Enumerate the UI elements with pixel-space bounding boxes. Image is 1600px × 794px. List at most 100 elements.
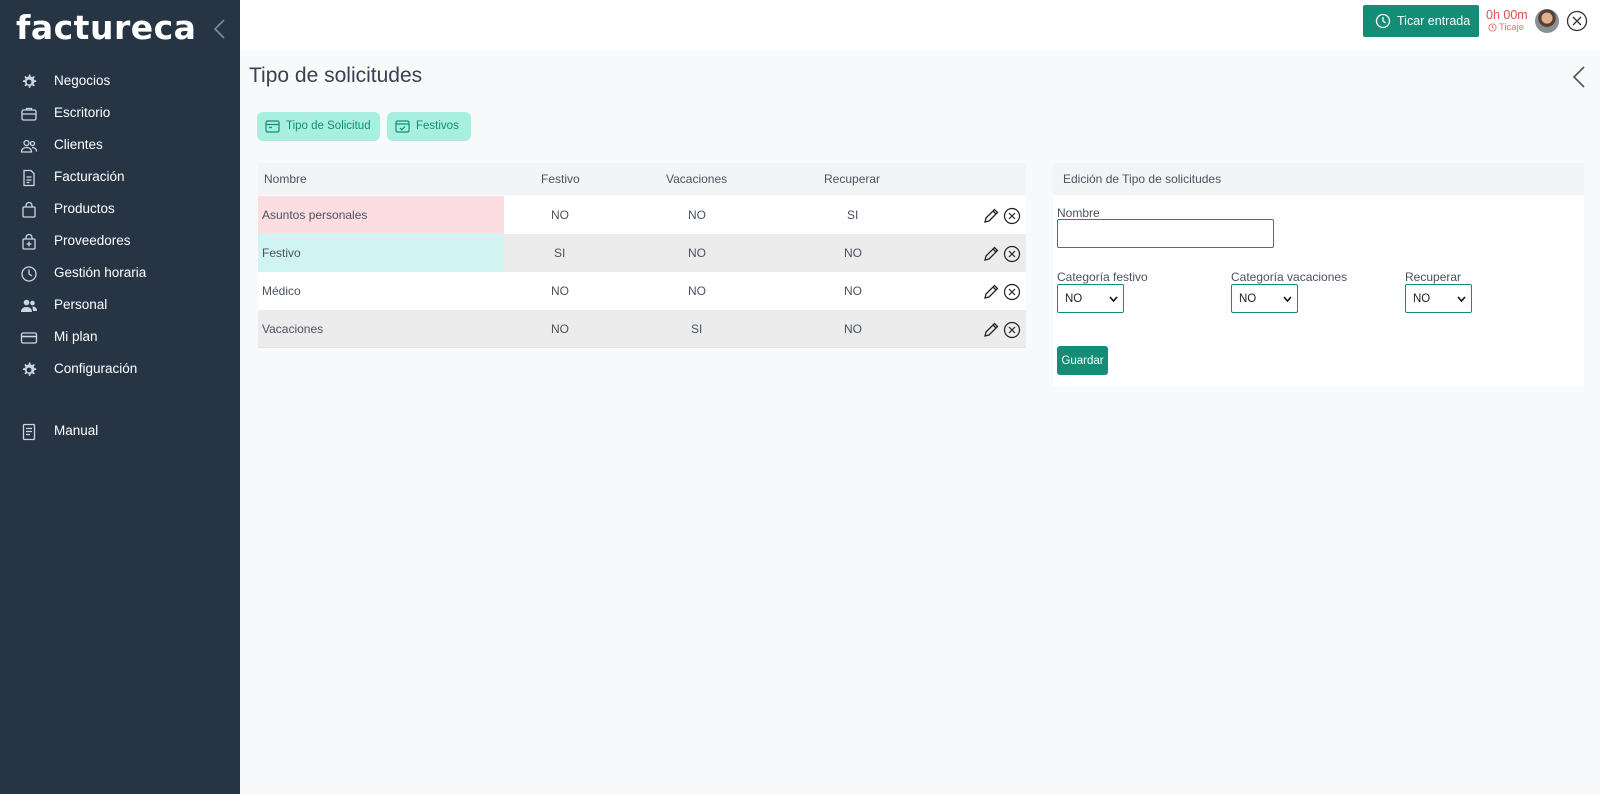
sidebar-item-manual[interactable]: Manual <box>0 416 240 448</box>
sidebar-item-gestion-horaria[interactable]: Gestión horaria <box>0 258 240 290</box>
sidebar-item-label: Facturación <box>54 169 125 184</box>
sidebar-item-escritorio[interactable]: Escritorio <box>0 98 240 130</box>
chevron-down-icon <box>1283 296 1292 303</box>
calendar-icon <box>265 120 280 133</box>
cell-festivo: NO <box>551 208 569 222</box>
sidebar-item-productos[interactable]: Productos <box>0 194 240 226</box>
delete-circle-icon[interactable] <box>1003 283 1021 301</box>
app-logo[interactable]: factureca <box>16 8 197 47</box>
timer-sub: Ticaje <box>1488 22 1524 33</box>
clock-icon <box>21 266 37 282</box>
tab-label: Tipo de Solicitud <box>286 120 371 132</box>
gear-icon <box>22 74 37 88</box>
guardar-button[interactable]: Guardar <box>1057 346 1108 375</box>
timer-sub-label: Ticaje <box>1499 22 1524 33</box>
document-icon <box>22 423 36 441</box>
recuperar-select[interactable]: NO <box>1405 284 1472 313</box>
recuperar-label: Recuperar <box>1405 270 1462 284</box>
sidebar: factureca Negocios Escritorio Clientes F… <box>0 0 240 794</box>
column-header-festivo[interactable]: Festivo <box>541 172 580 186</box>
page-title: Tipo de solicitudes <box>249 64 423 87</box>
cell-recuperar: NO <box>844 322 862 336</box>
cell-recuperar: SI <box>847 208 859 222</box>
delete-circle-icon[interactable] <box>1003 321 1021 339</box>
edit-pencil-icon[interactable] <box>982 321 1000 339</box>
delete-circle-icon[interactable] <box>1003 207 1021 225</box>
sidebar-item-mi-plan[interactable]: Mi plan <box>0 322 240 354</box>
cell-vacaciones: NO <box>688 284 706 298</box>
calendar-check-icon <box>395 120 410 133</box>
cell-vacaciones: NO <box>688 208 706 222</box>
edit-pencil-icon[interactable] <box>982 207 1000 225</box>
settings-gear-icon <box>22 362 37 376</box>
user-avatar[interactable] <box>1535 9 1559 33</box>
categoria-festivo-label: Categoría festivo <box>1057 270 1148 284</box>
nombre-input[interactable] <box>1057 219 1274 248</box>
row-color <box>258 234 504 272</box>
table-row[interactable]: Festivo SI NO NO <box>258 234 1026 272</box>
tab-festivos[interactable]: Festivos <box>387 112 471 141</box>
edit-panel-header: Edición de Tipo de solicitudes <box>1053 163 1584 195</box>
sidebar-item-label: Proveedores <box>54 233 131 248</box>
cell-vacaciones: SI <box>691 322 703 336</box>
row-color <box>258 196 504 234</box>
categoria-vacaciones-label: Categoría vacaciones <box>1231 270 1348 284</box>
invoice-icon <box>23 169 35 187</box>
column-header-nombre[interactable]: Nombre <box>264 172 307 186</box>
edit-pencil-icon[interactable] <box>982 245 1000 263</box>
close-circle-icon[interactable] <box>1566 10 1588 32</box>
sidebar-item-label: Manual <box>54 423 99 438</box>
clock-icon <box>1375 13 1391 29</box>
sidebar-item-facturacion[interactable]: Facturación <box>0 162 240 194</box>
shopping-bag-icon <box>22 201 36 218</box>
cell-nombre: Festivo <box>262 246 301 260</box>
sidebar-item-label: Gestión horaria <box>54 265 147 280</box>
sidebar-item-label: Configuración <box>54 361 138 376</box>
ticar-entrada-button[interactable]: Ticar entrada <box>1363 5 1479 37</box>
cell-festivo: SI <box>554 246 566 260</box>
edit-panel: Edición de Tipo de solicitudes Nombre Ca… <box>1053 163 1584 386</box>
sidebar-item-label: Negocios <box>54 73 111 88</box>
table-row[interactable]: Vacaciones NO SI NO <box>258 310 1026 348</box>
sidebar-item-proveedores[interactable]: Proveedores <box>0 226 240 258</box>
back-chevron-icon[interactable] <box>1570 64 1588 90</box>
people-icon <box>21 299 37 312</box>
sidebar-item-label: Mi plan <box>54 329 98 344</box>
edit-panel-title: Edición de Tipo de solicitudes <box>1063 172 1222 186</box>
sidebar-item-label: Productos <box>54 201 115 216</box>
table-row[interactable]: Médico NO NO NO <box>258 272 1026 310</box>
briefcase-icon <box>21 107 37 121</box>
categoria-vacaciones-select[interactable]: NO <box>1231 284 1298 313</box>
supplier-bag-icon <box>22 233 36 250</box>
table-row[interactable]: Asuntos personales NO NO SI <box>258 196 1026 234</box>
credit-card-icon <box>20 332 38 344</box>
column-header-recuperar[interactable]: Recuperar <box>824 172 881 186</box>
select-value: NO <box>1239 293 1257 305</box>
sidebar-item-label: Clientes <box>54 137 103 152</box>
sidebar-item-configuracion[interactable]: Configuración <box>0 354 240 386</box>
chevron-down-icon <box>1109 296 1118 303</box>
cell-festivo: NO <box>551 284 569 298</box>
edit-pencil-icon[interactable] <box>982 283 1000 301</box>
sidebar-item-label: Escritorio <box>54 105 111 120</box>
cell-nombre: Médico <box>262 284 301 298</box>
cell-recuperar: NO <box>844 246 862 260</box>
cell-festivo: NO <box>551 322 569 336</box>
ticar-entrada-label: Ticar entrada <box>1397 14 1471 28</box>
sidebar-item-personal[interactable]: Personal <box>0 290 240 322</box>
select-value: NO <box>1413 293 1431 305</box>
cell-recuperar: NO <box>844 284 862 298</box>
delete-circle-icon[interactable] <box>1003 245 1021 263</box>
collapse-sidebar-icon[interactable] <box>210 18 230 40</box>
column-header-vacaciones[interactable]: Vacaciones <box>666 172 728 186</box>
nombre-label: Nombre <box>1057 206 1100 220</box>
tab-tipo-de-solicitud[interactable]: Tipo de Solicitud <box>257 112 380 141</box>
tab-label: Festivos <box>416 120 459 132</box>
sidebar-item-clientes[interactable]: Clientes <box>0 130 240 162</box>
cell-nombre: Vacaciones <box>262 322 324 336</box>
categoria-festivo-select[interactable]: NO <box>1057 284 1124 313</box>
sidebar-item-negocios[interactable]: Negocios <box>0 66 240 98</box>
chevron-down-icon <box>1457 296 1466 303</box>
table-header: Nombre Festivo Vacaciones Recuperar <box>258 163 1026 195</box>
timer-value: 0h 00m <box>1486 8 1528 22</box>
